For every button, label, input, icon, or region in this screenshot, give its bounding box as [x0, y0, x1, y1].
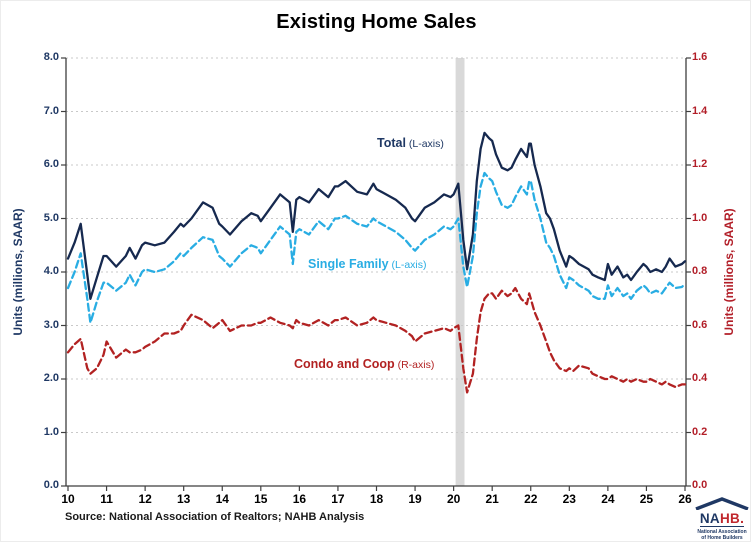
single-family-series-label: Single Family (L-axis)	[308, 255, 427, 273]
left-axis-tick: 7.0	[43, 104, 59, 117]
x-axis-tick: 13	[177, 492, 191, 506]
nahb-logo-wordmark: NAHB.	[699, 511, 745, 527]
x-axis-tick: 25	[639, 492, 654, 506]
nahb-roof-icon	[695, 497, 749, 510]
series-line-single-family	[66, 171, 687, 324]
left-axis-tick: 8.0	[43, 51, 59, 63]
series-line-total	[66, 131, 687, 300]
x-axis-tick: 17	[331, 492, 345, 506]
left-axis-tick: 4.0	[43, 265, 59, 277]
x-axis-tick: 23	[562, 492, 576, 506]
x-axis-tick: 22	[524, 492, 538, 506]
total-series-axis-note: (L-axis)	[405, 138, 444, 150]
x-axis-tick: 10	[61, 492, 75, 506]
nahb-logo-hb: HB.	[719, 511, 745, 526]
x-axis-tick: 20	[446, 492, 461, 506]
recession-band	[455, 58, 465, 486]
right-axis-tick: 1.2	[692, 158, 708, 170]
series-line-condo-and-coop	[66, 286, 687, 394]
left-axis-tick: 0.0	[43, 479, 59, 491]
chart-title: Existing Home Sales	[276, 11, 477, 33]
right-axis-tick: 1.0	[692, 211, 708, 224]
condo-series-label-text: Condo and Coop	[294, 357, 395, 371]
right-axis-tick: 1.4	[692, 104, 708, 117]
x-axis-tick: 18	[369, 492, 384, 506]
right-axis-title: Units (millions, SAAR)	[722, 208, 736, 336]
nahb-logo: NAHB. National Association of Home Build…	[693, 497, 750, 541]
nahb-logo-na: NA	[699, 511, 720, 526]
total-series-label: Total (L-axis)	[377, 134, 444, 152]
x-axis-tick: 21	[485, 492, 499, 506]
left-axis-tick: 5.0	[43, 211, 59, 224]
right-axis-tick: 0.8	[692, 265, 708, 277]
condo-series-axis-note: (R-axis)	[394, 359, 435, 371]
left-axis-title: Units (millions, SAAR)	[11, 208, 25, 336]
left-axis-tick: 6.0	[43, 158, 59, 170]
right-axis-tick: 0.2	[692, 425, 708, 438]
x-axis-tick: 26	[678, 492, 692, 506]
right-axis-tick: 0.0	[692, 479, 708, 491]
source-note: Source: National Association of Realtors…	[65, 511, 365, 523]
single-family-series-axis-note: (L-axis)	[388, 259, 427, 271]
nahb-logo-subtext-line2: of Home Builders	[701, 535, 743, 541]
right-axis-tick: 0.4	[692, 372, 708, 384]
x-axis-tick: 24	[601, 492, 615, 506]
condo-series-label: Condo and Coop (R-axis)	[294, 355, 434, 373]
right-axis-tick: 0.6	[692, 318, 708, 331]
left-axis-tick: 3.0	[43, 318, 59, 331]
total-series-label-text: Total	[377, 136, 406, 150]
x-axis-tick: 11	[100, 492, 113, 506]
x-axis-tick: 12	[138, 492, 152, 506]
left-axis-tick: 1.0	[43, 425, 59, 438]
x-axis-tick: 19	[408, 492, 422, 506]
x-axis-tick: 15	[254, 492, 268, 506]
x-axis-tick: 16	[292, 492, 307, 506]
single-family-series-label-text: Single Family	[308, 257, 389, 271]
nahb-logo-subtext: National Association of Home Builders	[693, 529, 750, 541]
right-axis-tick: 1.6	[692, 51, 708, 63]
left-axis-tick: 2.0	[43, 372, 59, 384]
x-axis-tick: 14	[215, 492, 229, 506]
nahb-logo-subtext-line1: National Association	[697, 529, 747, 535]
